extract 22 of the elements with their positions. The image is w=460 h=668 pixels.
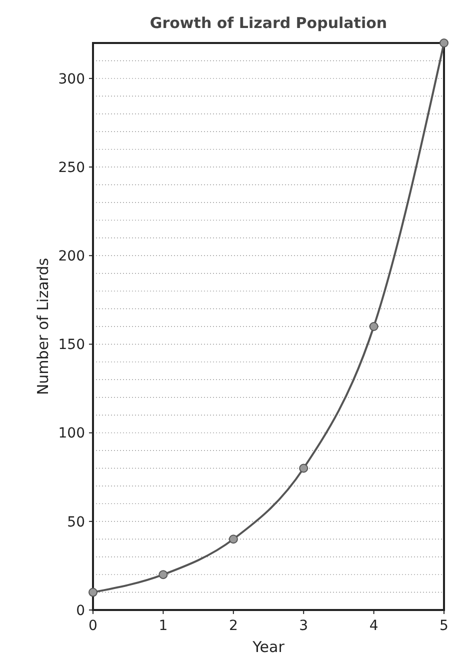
point bbox=[369, 322, 378, 331]
y-tick-label: 300 bbox=[58, 71, 85, 88]
y-tick-label: 150 bbox=[58, 337, 85, 354]
point bbox=[440, 38, 448, 48]
x-axis-title: Year bbox=[252, 638, 286, 656]
point bbox=[228, 534, 238, 544]
x-tick-label: 4 bbox=[369, 618, 378, 634]
point bbox=[88, 588, 98, 597]
y-tick-label: 0 bbox=[76, 602, 85, 619]
chart-title: Growth of Lizard Population bbox=[150, 14, 388, 32]
x-tick-label: 2 bbox=[228, 618, 238, 634]
y-tick-label: 250 bbox=[58, 160, 85, 176]
y-tick-label: 200 bbox=[58, 248, 85, 265]
x-tick-label: 1 bbox=[158, 618, 168, 634]
y-axis-title: Number of Lizards bbox=[34, 258, 52, 396]
point bbox=[299, 464, 308, 473]
y-tick-label: 50 bbox=[67, 514, 85, 530]
y-tick-label: 100 bbox=[58, 426, 85, 442]
x-tick-label: 3 bbox=[299, 618, 308, 634]
point bbox=[158, 570, 168, 580]
x-tick-label: 0 bbox=[88, 618, 98, 634]
x-tick-label: 5 bbox=[440, 618, 448, 634]
